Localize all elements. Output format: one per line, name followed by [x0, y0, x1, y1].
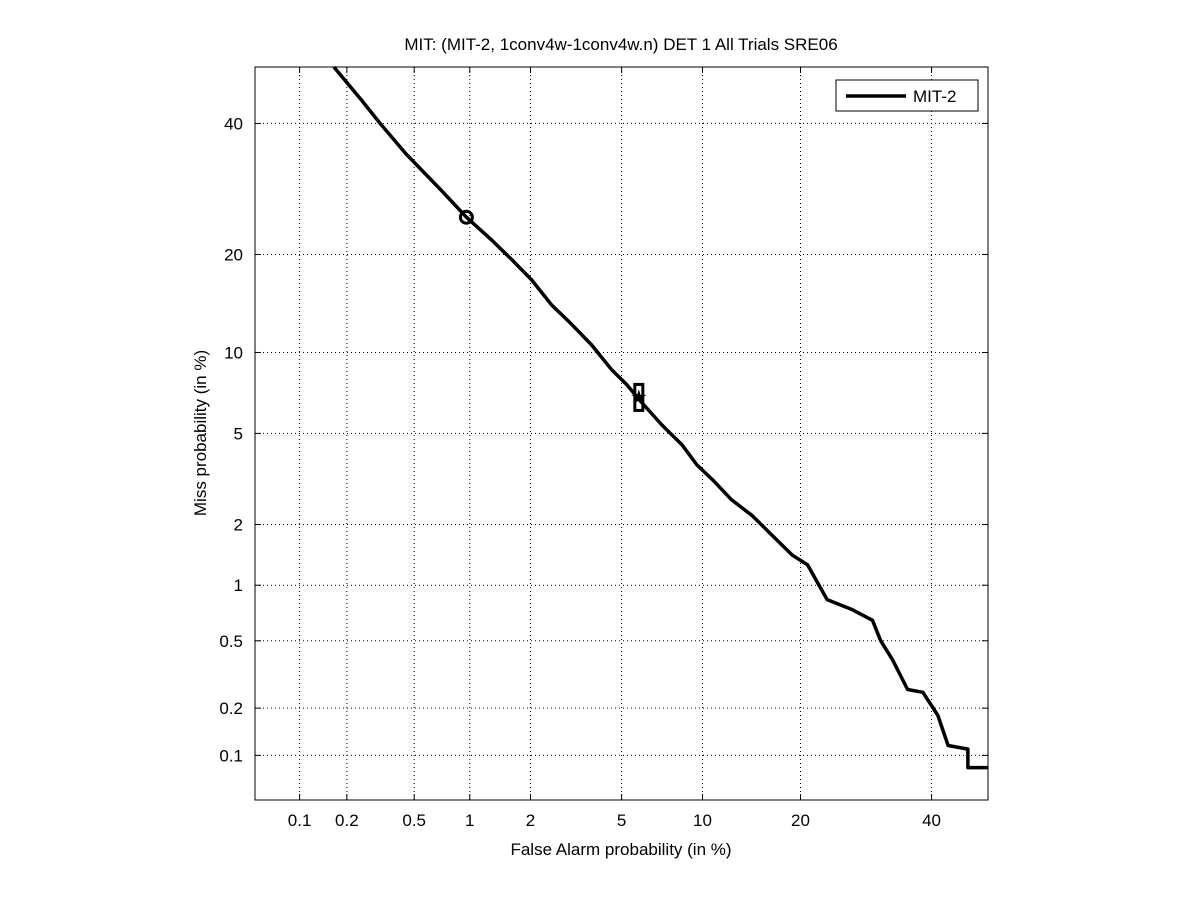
x-tick-label: 0.5 [402, 811, 426, 830]
y-tick-label: 20 [224, 245, 243, 264]
y-tick-label: 0.1 [219, 746, 243, 765]
min-dcf-circle-marker [458, 209, 474, 225]
x-tick-label: 5 [617, 811, 626, 830]
x-tick-label: 0.1 [288, 811, 312, 830]
y-tick-label: 2 [234, 515, 243, 534]
markers-layer [458, 209, 647, 412]
y-axis-label: Miss probability (in %) [191, 350, 210, 516]
y-tick-label: 0.5 [219, 632, 243, 651]
x-tick-label: 10 [693, 811, 712, 830]
eer-star-marker [631, 389, 647, 404]
x-tick-label: 0.2 [335, 811, 359, 830]
x-tick-label: 40 [922, 811, 941, 830]
series-line-mit-2 [332, 65, 988, 770]
x-tick-label: 20 [791, 811, 810, 830]
x-tick-label: 1 [465, 811, 474, 830]
y-tick-label: 1 [234, 576, 243, 595]
x-axis-label: False Alarm probability (in %) [510, 840, 731, 859]
x-tick-label: 2 [526, 811, 535, 830]
y-tick-label: 40 [224, 114, 243, 133]
ticks: 0.1 0.2 0.5 1 2 5 10 20 40 0.1 0.2 0.5 1 2 5 10 20 40 [219, 67, 988, 830]
legend: MIT-2 [835, 79, 979, 112]
y-tick-label: 10 [224, 343, 243, 362]
y-tick-label: 0.2 [219, 699, 243, 718]
series-layer [332, 65, 988, 770]
chart-title: MIT: (MIT-2, 1conv4w-1conv4w.n) DET 1 Al… [404, 35, 837, 54]
y-tick-label: 5 [234, 424, 243, 443]
legend-label: MIT-2 [913, 87, 956, 106]
